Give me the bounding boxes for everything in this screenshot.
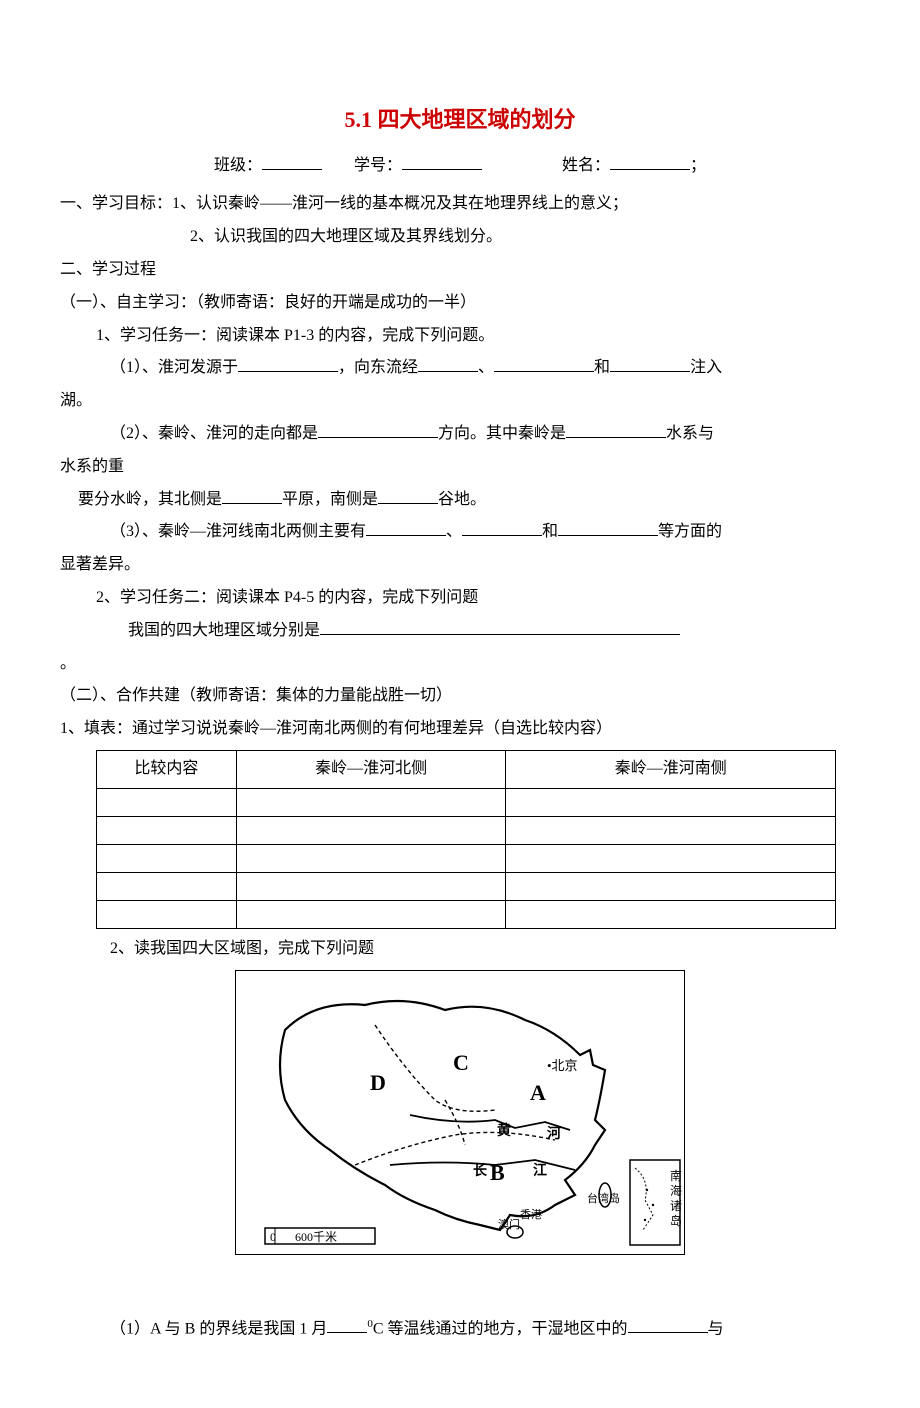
semicolon: ；	[690, 157, 706, 174]
blank-q1-4[interactable]	[610, 356, 690, 372]
cell[interactable]	[236, 872, 506, 900]
hk-label: 香港	[520, 1208, 542, 1221]
scale-0: 0	[270, 1230, 276, 1244]
label-a: A	[530, 1080, 546, 1105]
number-blank[interactable]	[402, 169, 482, 170]
q1-tail: 湖。	[60, 387, 860, 416]
cell[interactable]	[506, 816, 836, 844]
blank-q3-3[interactable]	[558, 520, 658, 536]
cell[interactable]	[97, 872, 237, 900]
table-row	[97, 816, 836, 844]
nanhai-3: 诸	[670, 1199, 682, 1213]
cell[interactable]	[97, 816, 237, 844]
table-row	[97, 872, 836, 900]
table-intro: 1、填表：通过学习说说秦岭—淮河南北两侧的有何地理差异（自选比较内容）	[60, 715, 860, 744]
table-row	[97, 788, 836, 816]
he-label: 河	[547, 1125, 561, 1142]
jiang-label: 江	[533, 1162, 547, 1179]
class-label: 班级：	[214, 157, 262, 174]
last-q1: （1）A 与 B 的界线是我国 1 月0C 等温线通过的地方，干湿地区中的与	[60, 1315, 860, 1344]
cell[interactable]	[97, 788, 237, 816]
map-figure: 南 海 诸 岛 A B C D •北京 黄 河 长 江 香港 澳门 台湾岛 0 …	[60, 970, 860, 1255]
huang-label: 黄	[497, 1122, 511, 1139]
macau-label: 澳门	[498, 1217, 520, 1231]
task2-q: 我国的四大地理区域分别是	[60, 617, 860, 646]
goals-line2: 2、认识我国的四大地理区域及其界线划分。	[60, 223, 860, 252]
th-south: 秦岭—淮河南侧	[506, 750, 836, 788]
label-b: B	[490, 1160, 505, 1185]
nanhai-4: 岛	[670, 1213, 682, 1228]
taiwan-label: 台湾岛	[587, 1191, 620, 1205]
cell[interactable]	[236, 844, 506, 872]
process-title: 二、学习过程	[60, 256, 860, 285]
blank-q2-4[interactable]	[378, 488, 438, 504]
selfstudy-heading: （一）、自主学习：（教师寄语：良好的开端是成功的一半）	[60, 289, 860, 318]
table-row	[97, 844, 836, 872]
cell[interactable]	[506, 900, 836, 928]
blank-q1-2[interactable]	[418, 356, 478, 372]
beijing-label: •北京	[547, 1058, 578, 1073]
cell[interactable]	[97, 900, 237, 928]
name-blank[interactable]	[610, 169, 690, 170]
chang-label: 长	[473, 1162, 488, 1179]
task2-heading: 2、学习任务二：阅读课本 P4-5 的内容，完成下列问题	[60, 584, 860, 613]
label-c: C	[453, 1050, 469, 1075]
q2-line3: 要分水岭，其北侧是平原，南侧是谷地。	[60, 486, 860, 515]
china-map-svg: 南 海 诸 岛 A B C D •北京 黄 河 长 江 香港 澳门 台湾岛 0 …	[235, 970, 685, 1255]
q2-line1: （2）、秦岭、淮河的走向都是方向。其中秦岭是水系与	[60, 420, 860, 449]
cell[interactable]	[236, 900, 506, 928]
comparison-table: 比较内容 秦岭—淮河北侧 秦岭—淮河南侧	[96, 750, 836, 929]
scale-km: 600千米	[295, 1230, 337, 1244]
blank-q1-3[interactable]	[494, 356, 594, 372]
blank-q2-2[interactable]	[566, 422, 666, 438]
cell[interactable]	[506, 788, 836, 816]
coop-heading: （二）、合作共建（教师寄语：集体的力量能战胜一切）	[60, 682, 860, 711]
number-label: 学号：	[354, 157, 402, 174]
blank-regions[interactable]	[320, 619, 680, 635]
q3-line: （3）、秦岭—淮河线南北两侧主要有、和等方面的	[60, 518, 860, 547]
blank-temp[interactable]	[327, 1317, 367, 1333]
th-compare: 比较内容	[97, 750, 237, 788]
map-frame	[235, 970, 685, 1255]
cell[interactable]	[236, 816, 506, 844]
task1-heading: 1、学习任务一：阅读课本 P1-3 的内容，完成下列问题。	[60, 322, 860, 351]
blank-q2-1[interactable]	[318, 422, 438, 438]
th-north: 秦岭—淮河北侧	[236, 750, 506, 788]
q3-tail: 显著差异。	[60, 551, 860, 580]
blank-q3-2[interactable]	[462, 520, 542, 536]
blank-q2-3[interactable]	[222, 488, 282, 504]
student-info-row: 班级： 学号： 姓名： ；	[60, 152, 860, 181]
cell[interactable]	[506, 844, 836, 872]
worksheet-title: 5.1 四大地理区域的划分	[60, 100, 860, 140]
nanhai-2: 海	[670, 1183, 682, 1198]
q2-line2: 水系的重	[60, 453, 860, 482]
label-d: D	[370, 1070, 386, 1095]
name-label: 姓名：	[562, 157, 610, 174]
goals-line1: 一、学习目标：1、认识秦岭——淮河一线的基本概况及其在地理界线上的意义；	[60, 190, 860, 219]
cell[interactable]	[97, 844, 237, 872]
q1-line: （1）、淮河发源于，向东流经、和注入	[60, 354, 860, 383]
blank-humid[interactable]	[628, 1317, 708, 1333]
period-line: 。	[60, 650, 860, 679]
cell[interactable]	[236, 788, 506, 816]
nanhai-1: 南	[670, 1168, 682, 1183]
class-blank[interactable]	[262, 169, 322, 170]
blank-q3-1[interactable]	[366, 520, 446, 536]
map-intro: 2、读我国四大区域图，完成下列问题	[60, 935, 860, 964]
table-row	[97, 900, 836, 928]
table-header-row: 比较内容 秦岭—淮河北侧 秦岭—淮河南侧	[97, 750, 836, 788]
cell[interactable]	[506, 872, 836, 900]
blank-q1-1[interactable]	[238, 356, 338, 372]
